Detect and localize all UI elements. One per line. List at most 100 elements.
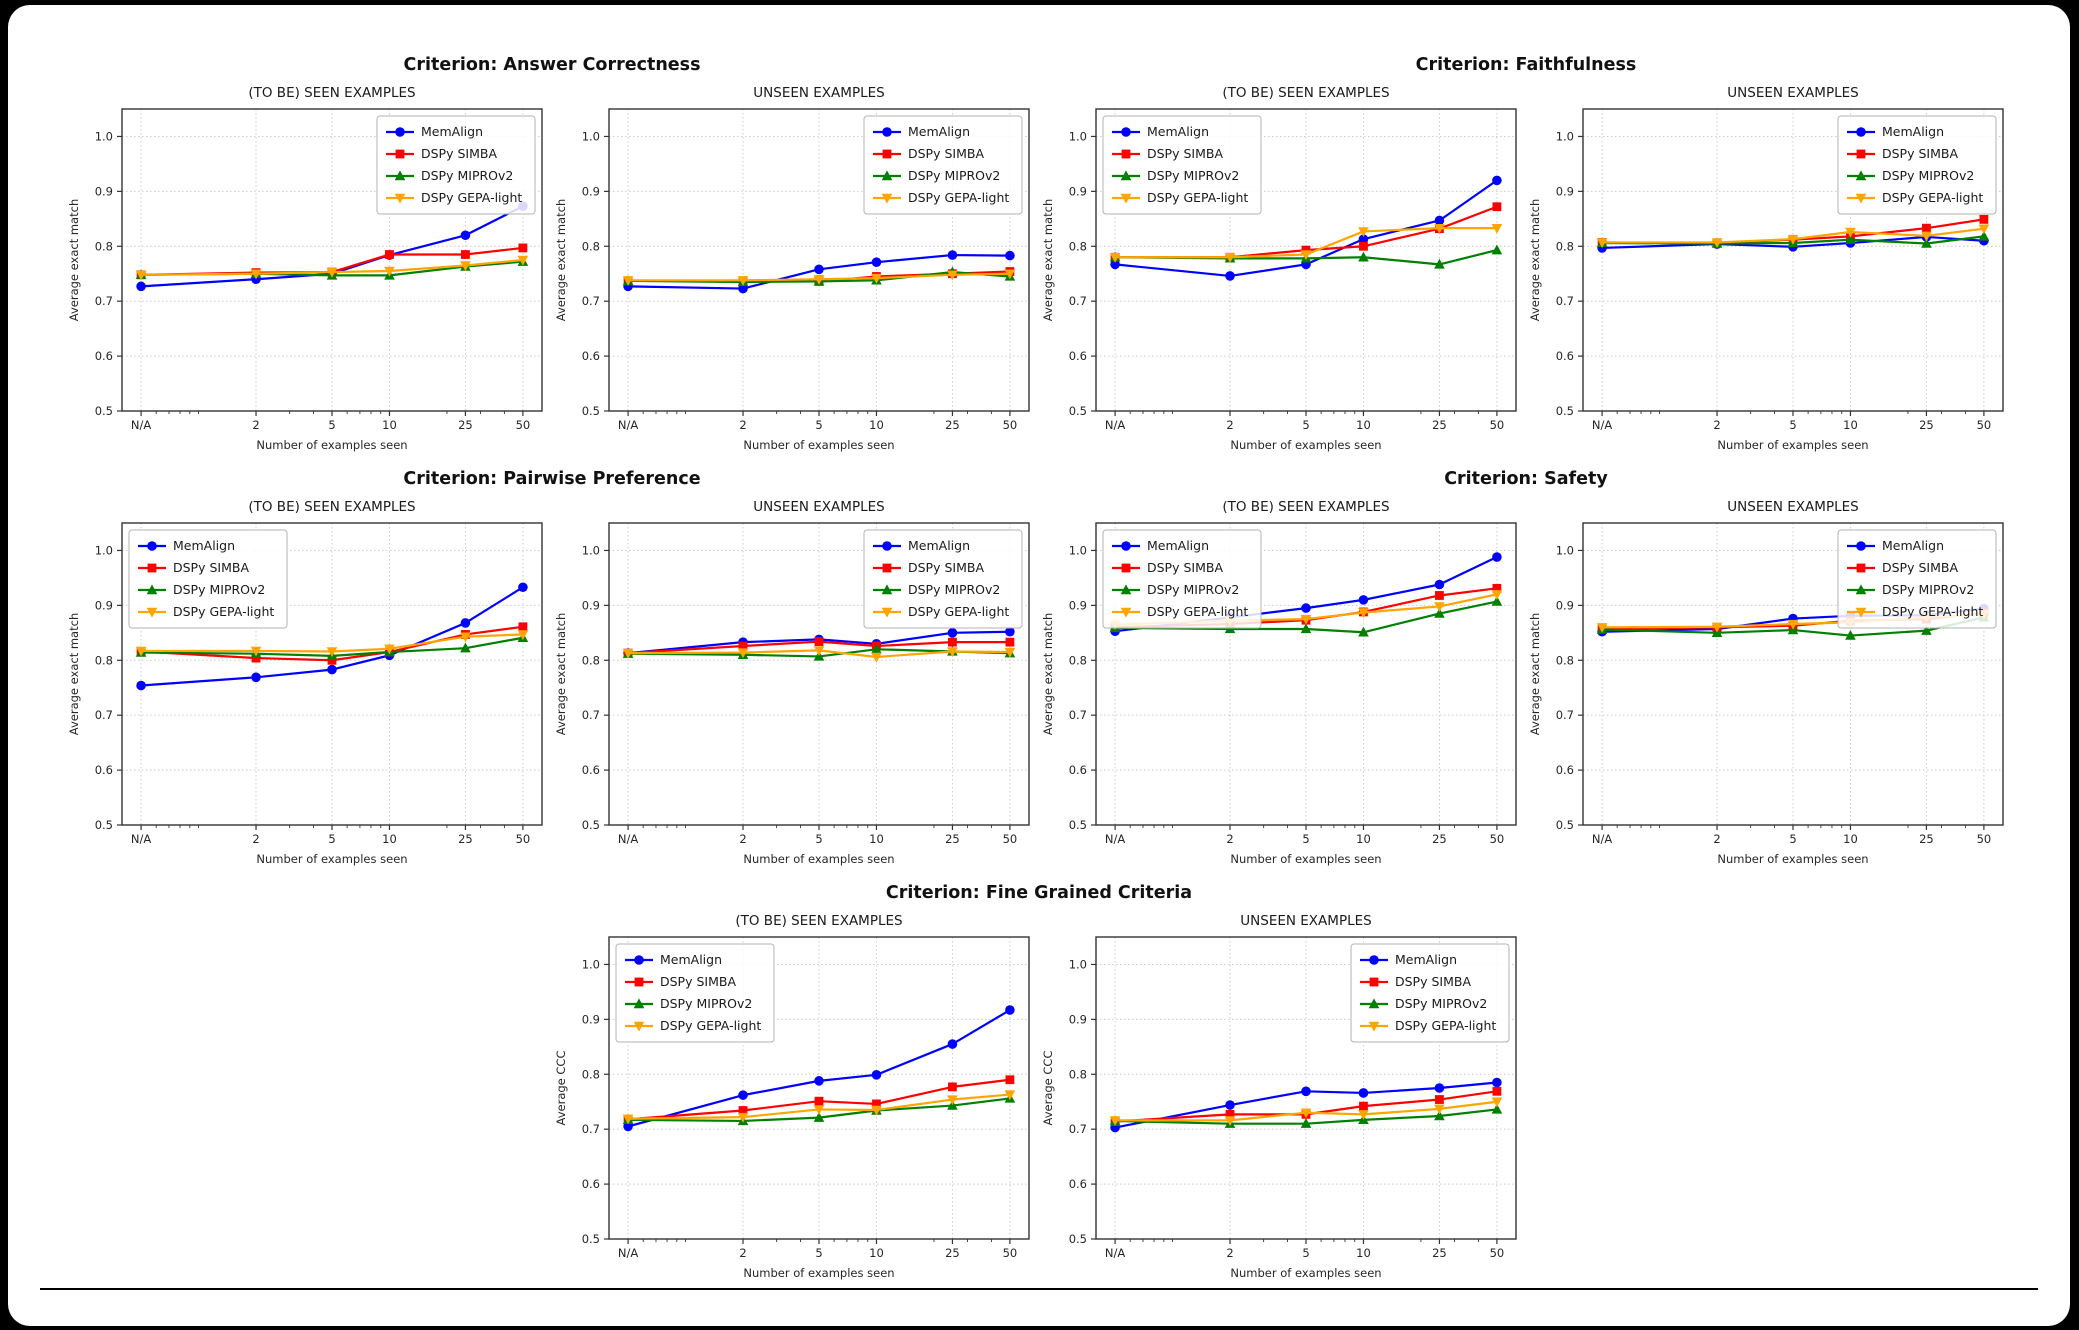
series-dspy-gepa-light [622, 646, 1016, 663]
svg-text:N/A: N/A [131, 832, 151, 846]
svg-text:1.0: 1.0 [1069, 543, 1087, 557]
x-axis-label: Number of examples seen [256, 438, 407, 452]
svg-text:DSPy GEPA-light: DSPy GEPA-light [908, 604, 1009, 619]
svg-text:DSPy GEPA-light: DSPy GEPA-light [1882, 604, 1983, 619]
svg-text:MemAlign: MemAlign [1147, 124, 1209, 139]
svg-text:0.8: 0.8 [582, 1067, 600, 1081]
subplot-title: (TO BE) SEEN EXAMPLES [735, 913, 902, 929]
x-axis [1114, 1239, 1498, 1244]
legend: MemAlign DSPy SIMBA DSPy MIPROv2 DSPy GEPA-… [1837, 529, 1997, 629]
y-axis-label: Average CCC [554, 1051, 568, 1126]
y-axis-label: Average exact match [1528, 199, 1542, 321]
y-axis [1091, 549, 1096, 826]
y-axis [1578, 549, 1583, 826]
svg-text:1.0: 1.0 [1069, 129, 1087, 143]
x-axis-label: Number of examples seen [256, 852, 407, 866]
svg-text:0.9: 0.9 [95, 184, 113, 198]
svg-text:0.6: 0.6 [95, 349, 113, 363]
svg-text:0.6: 0.6 [1069, 1177, 1087, 1191]
svg-text:0.6: 0.6 [1069, 763, 1087, 777]
svg-text:0.7: 0.7 [582, 708, 600, 722]
svg-text:50: 50 [1490, 418, 1505, 432]
svg-text:MemAlign: MemAlign [421, 124, 483, 139]
svg-text:N/A: N/A [1592, 418, 1612, 432]
chart-pairwise-preference-unseen: N/A 2 5 10 25 50 0.5 0.6 0.7 0.8 0.9 1.0 UNSEEN EXAM… [552, 493, 1039, 871]
svg-text:10: 10 [382, 418, 397, 432]
svg-text:10: 10 [382, 832, 397, 846]
chart-pairwise-preference-seen: N/A 2 5 10 25 50 0.5 0.6 0.7 0.8 0.9 1.0 (TO BE) SEE… [65, 493, 552, 871]
series-memalign [136, 582, 528, 691]
y-axis [1091, 135, 1096, 412]
svg-text:5: 5 [815, 418, 822, 432]
svg-text:0.9: 0.9 [1556, 598, 1574, 612]
svg-text:25: 25 [945, 1246, 960, 1260]
svg-text:DSPy SIMBA: DSPy SIMBA [908, 560, 984, 575]
svg-text:DSPy SIMBA: DSPy SIMBA [1147, 560, 1223, 575]
svg-text:5: 5 [815, 832, 822, 846]
x-tick-labels: N/A 2 5 10 25 50 [1105, 1246, 1504, 1260]
x-tick-labels: N/A 2 5 10 25 50 [1105, 832, 1504, 846]
x-axis-label: Number of examples seen [743, 438, 894, 452]
svg-text:N/A: N/A [618, 832, 638, 846]
svg-text:DSPy MIPROv2: DSPy MIPROv2 [173, 582, 265, 597]
svg-text:2: 2 [1226, 418, 1233, 432]
group-faithfulness: Criterion: Faithfulness N/A 2 5 10 25 50 0.5 0.… [1039, 51, 2013, 457]
criterion-title-answer-correctness: Criterion: Answer Correctness [403, 55, 701, 75]
svg-text:MemAlign: MemAlign [1395, 952, 1457, 967]
svg-text:10: 10 [1843, 832, 1858, 846]
svg-text:2: 2 [739, 1246, 746, 1260]
svg-text:5: 5 [1302, 418, 1309, 432]
svg-text:0.7: 0.7 [95, 294, 113, 308]
subplot-title: UNSEEN EXAMPLES [753, 85, 884, 101]
y-axis [604, 135, 609, 412]
y-axis [604, 963, 609, 1240]
y-axis-label: Average exact match [1041, 199, 1055, 321]
subplot-title: (TO BE) SEEN EXAMPLES [1222, 499, 1389, 515]
subplot-title: (TO BE) SEEN EXAMPLES [248, 499, 415, 515]
x-axis [627, 825, 1011, 830]
svg-text:0.8: 0.8 [1069, 239, 1087, 253]
y-axis [117, 135, 122, 412]
y-axis-label: Average exact match [1528, 613, 1542, 735]
x-axis [1114, 825, 1498, 830]
svg-text:0.7: 0.7 [1556, 294, 1574, 308]
svg-text:MemAlign: MemAlign [908, 538, 970, 553]
svg-text:0.5: 0.5 [1556, 404, 1574, 418]
svg-text:0.5: 0.5 [582, 1232, 600, 1246]
y-axis-label: Average exact match [67, 613, 81, 735]
svg-text:50: 50 [1003, 418, 1018, 432]
y-axis-label: Average exact match [554, 613, 568, 735]
x-axis [627, 411, 1011, 416]
x-tick-labels: N/A 2 5 10 25 50 [1105, 418, 1504, 432]
series-dspy-gepa-light [622, 269, 1016, 286]
row-1: Criterion: Answer Correctness N/A 2 5 10 25 5… [65, 51, 2013, 457]
svg-text:0.8: 0.8 [1556, 239, 1574, 253]
svg-text:0.5: 0.5 [1556, 818, 1574, 832]
svg-text:5: 5 [328, 418, 335, 432]
horizontal-divider [40, 1288, 2038, 1290]
chart-canvas: N/A 2 5 10 25 500.50.60.70.80.91.0(TO BE) SEE… [554, 913, 1030, 1280]
svg-text:5: 5 [1789, 418, 1796, 432]
svg-text:10: 10 [869, 418, 884, 432]
chart-answer-correctness-seen: N/A 2 5 10 25 50 0.5 0.6 0.7 0.8 0.9 1.0 (TO BE) SEE… [65, 79, 552, 457]
svg-text:25: 25 [458, 418, 473, 432]
svg-text:2: 2 [1713, 418, 1720, 432]
svg-text:50: 50 [1977, 418, 1992, 432]
svg-text:25: 25 [1919, 418, 1934, 432]
svg-text:0.9: 0.9 [1069, 598, 1087, 612]
y-tick-labels: 0.5 0.6 0.7 0.8 0.9 1.0 [582, 129, 600, 418]
x-axis [627, 1239, 1011, 1244]
svg-text:DSPy GEPA-light: DSPy GEPA-light [660, 1018, 761, 1033]
svg-text:10: 10 [1356, 1246, 1371, 1260]
svg-text:0.7: 0.7 [1069, 294, 1087, 308]
group-fine-grained-criteria: Criterion: Fine Grained Criteria N/A 2 5 10… [552, 879, 1526, 1285]
svg-text:5: 5 [1302, 1246, 1309, 1260]
x-tick-labels: N/A 2 5 10 25 50 [618, 832, 1017, 846]
svg-text:N/A: N/A [1105, 832, 1125, 846]
svg-text:MemAlign: MemAlign [1147, 538, 1209, 553]
svg-text:25: 25 [1432, 832, 1447, 846]
x-tick-labels: N/A 2 5 10 25 50 [618, 418, 1017, 432]
y-axis [604, 549, 609, 826]
svg-text:DSPy SIMBA: DSPy SIMBA [1395, 974, 1471, 989]
